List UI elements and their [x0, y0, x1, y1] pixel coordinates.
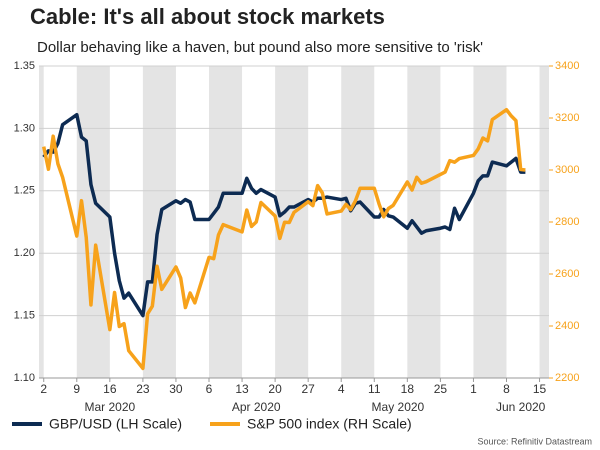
month-label: May 2020: [372, 400, 425, 414]
x-tick-label: 30: [169, 382, 183, 396]
x-tick-label: 8: [503, 382, 510, 396]
week-band: [209, 66, 243, 378]
y2-tick-label: 3200: [555, 112, 579, 124]
month-label: Apr 2020: [232, 400, 281, 414]
x-tick-label: 16: [103, 382, 117, 396]
y2-tick-label: 3000: [555, 164, 579, 176]
week-band: [39, 66, 44, 378]
x-tick-label: 20: [268, 382, 282, 396]
x-tick-label: 11: [368, 382, 381, 396]
series-line: [42, 107, 526, 371]
week-band: [473, 66, 507, 378]
week-band: [76, 66, 110, 378]
x-tick-label: 25: [434, 382, 448, 396]
x-tick-label: 23: [136, 382, 150, 396]
x-tick-label: 2: [40, 382, 47, 396]
y-tick-label: 1.35: [14, 60, 35, 72]
y-tick-label: 1.15: [14, 310, 35, 322]
y2-tick-label: 3400: [555, 60, 579, 72]
y2-tick-label: 2800: [555, 216, 579, 228]
month-label: Mar 2020: [84, 400, 135, 414]
month-label: Jun 2020: [496, 400, 546, 414]
x-tick-label: 13: [235, 382, 249, 396]
x-tick-label: 1: [470, 382, 477, 396]
x-tick-label: 18: [401, 382, 415, 396]
y2-tick-label: 2400: [555, 320, 579, 332]
week-band: [341, 66, 375, 378]
series-line: [42, 112, 526, 318]
y2-tick-label: 2600: [555, 268, 579, 280]
week-band: [539, 66, 549, 378]
week-band: [275, 66, 309, 378]
chart-subtitle: Dollar behaving like a haven, but pound …: [37, 39, 483, 56]
y-tick-label: 1.20: [14, 247, 35, 259]
y-tick-label: 1.25: [14, 185, 35, 197]
x-tick-label: 4: [338, 382, 345, 396]
source: Source: Refinitiv Datastream: [477, 436, 592, 446]
legend-label: GBP/USD (LH Scale): [49, 416, 182, 432]
legend-label: S&P 500 index (RH Scale): [247, 416, 412, 432]
x-tick-label: 15: [533, 382, 547, 396]
x-tick-label: 6: [206, 382, 213, 396]
x-tick-label: 27: [301, 382, 315, 396]
x-tick-label: 9: [73, 382, 80, 396]
y-tick-label: 1.10: [14, 372, 35, 384]
y2-tick-label: 2200: [555, 372, 579, 384]
chart-title: Cable: It's all about stock markets: [30, 4, 385, 29]
y-tick-label: 1.30: [14, 122, 35, 134]
